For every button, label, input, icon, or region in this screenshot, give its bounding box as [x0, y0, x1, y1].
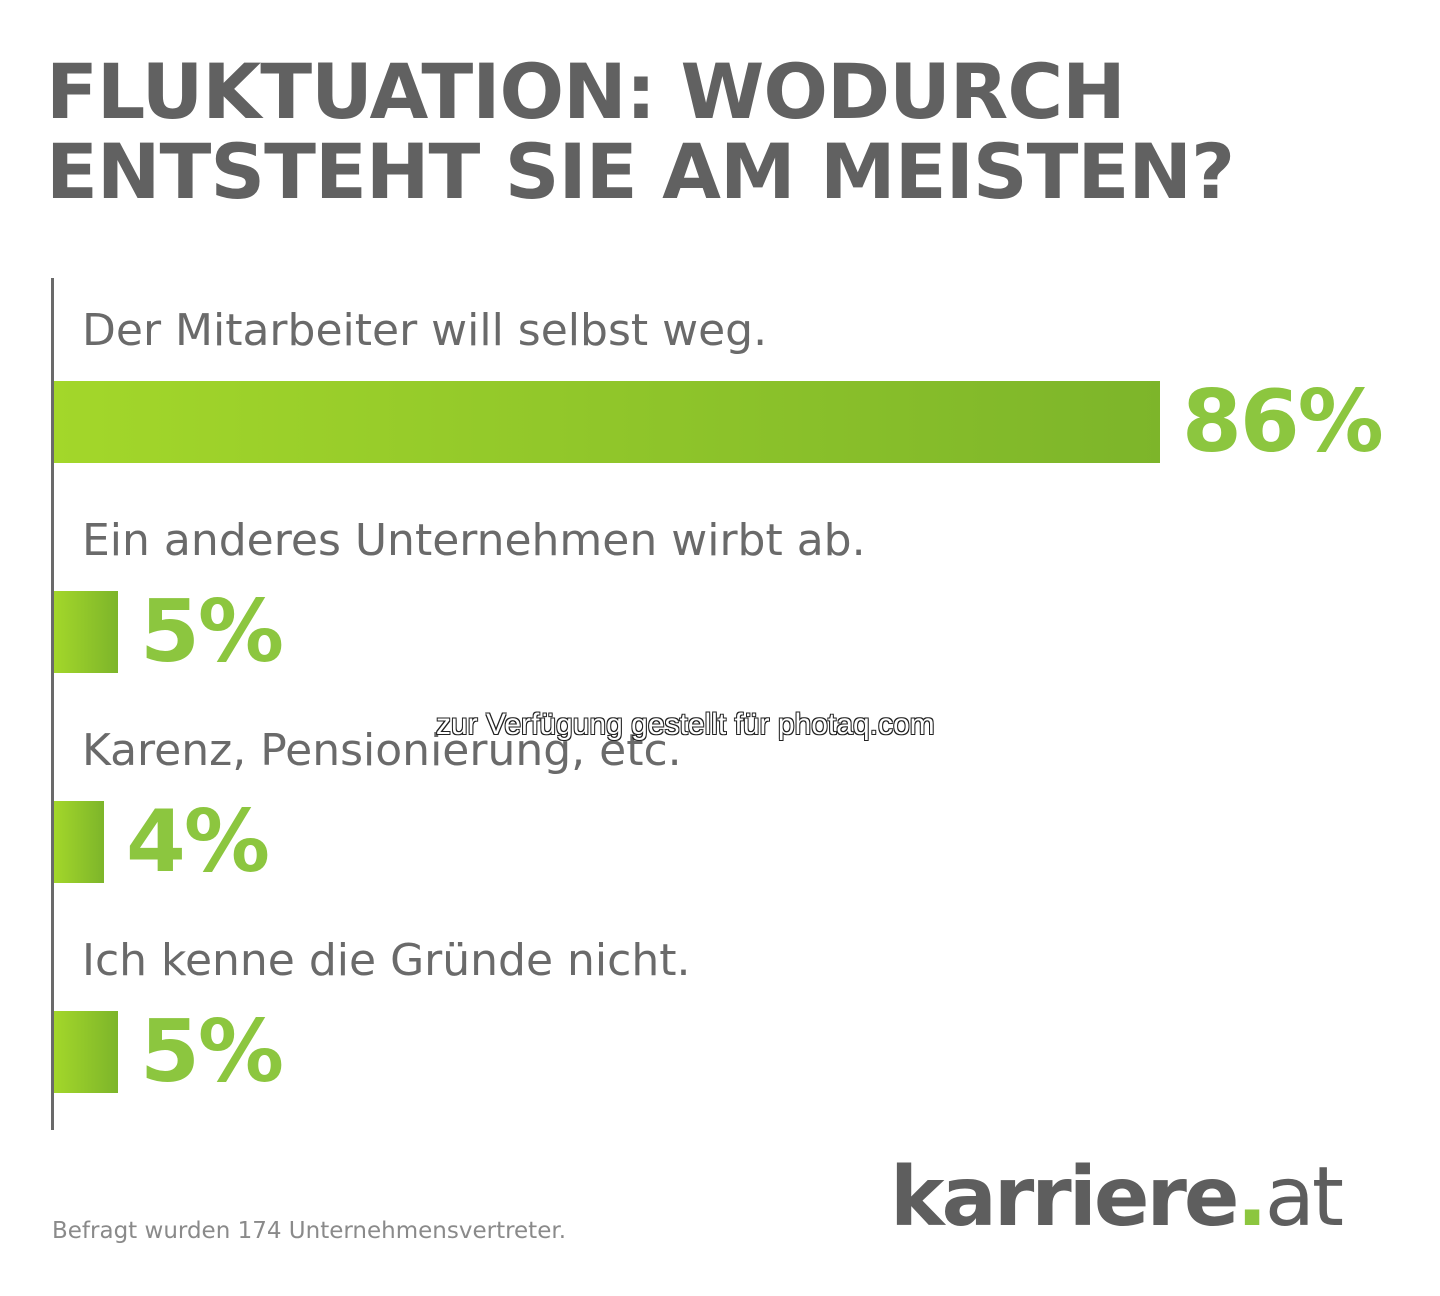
logo-tld: at: [1264, 1150, 1344, 1245]
logo-brand: karriere: [890, 1150, 1240, 1245]
value-label: 86%: [1182, 372, 1384, 472]
category-label: Ich kenne die Gründe nicht.: [82, 935, 691, 986]
category-axis-line: [51, 278, 54, 1130]
bar: [54, 1011, 118, 1093]
karriere-logo: karriere.at: [890, 1150, 1344, 1246]
category-label: Ein anderes Unternehmen wirbt ab.: [82, 515, 866, 566]
category-label: Karenz, Pensionierung, etc.: [82, 725, 682, 776]
chart-title-line-1: FLUKTUATION: WODURCH: [46, 47, 1126, 136]
category-label: Der Mitarbeiter will selbst weg.: [82, 305, 768, 356]
logo-dot: .: [1236, 1150, 1268, 1245]
value-label: 5%: [140, 1002, 284, 1102]
bar: [54, 591, 118, 673]
value-label: 4%: [126, 792, 270, 892]
watermark-text: zur Verfügung gestellt für photaq.com: [436, 708, 935, 741]
value-label: 5%: [140, 582, 284, 682]
bar: [54, 381, 1160, 463]
bar: [54, 801, 104, 883]
chart-title: FLUKTUATION: WODURCH ENTSTEHT SIE AM MEI…: [46, 47, 1235, 216]
chart-title-line-2: ENTSTEHT SIE AM MEISTEN?: [46, 127, 1235, 216]
survey-footnote: Befragt wurden 174 Unternehmensvertreter…: [52, 1218, 567, 1244]
